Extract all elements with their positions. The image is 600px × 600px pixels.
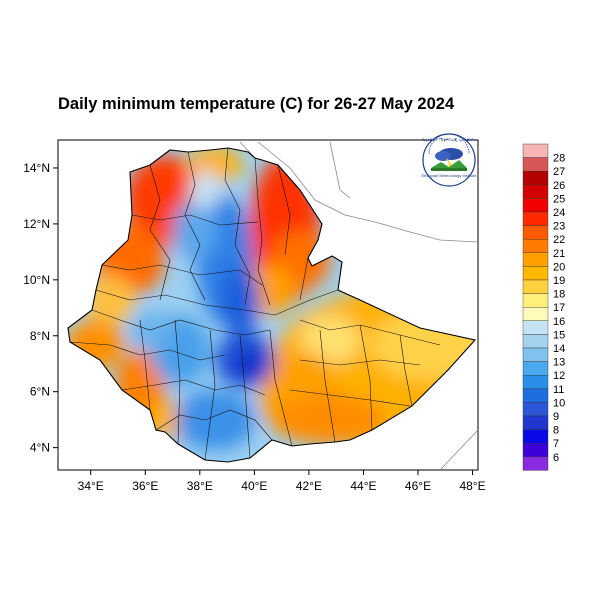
- x-tick-label: 44°E: [350, 479, 376, 493]
- colorbar-swatch: [522, 266, 549, 281]
- colorbar-swatch: [522, 293, 549, 308]
- colorbar-swatch: [522, 429, 549, 444]
- x-axis: 34°E 36°E 38°E 40°E 42°E 44°E 46°E 48°E: [78, 470, 486, 493]
- colorbar-label: 22: [553, 234, 565, 246]
- colorbar-label: 24: [553, 207, 565, 219]
- colorbar-swatch: [522, 415, 549, 430]
- colorbar-swatch: [522, 157, 549, 172]
- x-tick-label: 38°E: [187, 479, 213, 493]
- colorbar-label: 9: [553, 411, 559, 423]
- x-tick-label: 40°E: [241, 479, 267, 493]
- colorbar-label: 25: [553, 193, 565, 205]
- colorbar-label: 14: [553, 343, 565, 355]
- colorbar-swatch: [522, 388, 549, 403]
- colorbar-swatch: [522, 225, 549, 240]
- colorbar-swatch: [522, 361, 549, 376]
- map-title: Daily minimum temperature (C) for 26-27 …: [58, 95, 455, 113]
- colorbar-label: 17: [553, 302, 565, 314]
- colorbar-swatch: [522, 252, 549, 267]
- colorbar-swatch: [522, 279, 549, 294]
- y-tick-label: 6°N: [30, 385, 50, 399]
- y-tick-label: 4°N: [30, 441, 50, 455]
- colorbar-label: 26: [553, 180, 565, 192]
- y-tick-label: 12°N: [23, 217, 50, 231]
- colorbar-label: 15: [553, 329, 565, 341]
- colorbar-swatch: [522, 170, 549, 185]
- colorbar-label: 13: [553, 357, 565, 369]
- colorbar-label: 10: [553, 397, 565, 409]
- colorbar-swatch: [522, 402, 549, 417]
- x-tick-label: 42°E: [296, 479, 322, 493]
- colorbar-swatch: [522, 198, 549, 213]
- y-tick-label: 8°N: [30, 329, 50, 343]
- country-border: [67, 147, 477, 463]
- colorbar-label: 7: [553, 438, 559, 450]
- colorbar-swatch: [522, 238, 549, 253]
- colorbar-swatch: [522, 211, 549, 226]
- colorbar-label: 16: [553, 316, 565, 328]
- x-tick-label: 46°E: [405, 479, 431, 493]
- colorbar-swatch: [522, 347, 549, 362]
- colorbar-label: 21: [553, 248, 565, 260]
- y-axis: 4°N 6°N 8°N 10°N 12°N 14°N: [23, 161, 58, 455]
- colorbar-swatch: [522, 375, 549, 390]
- x-tick-label: 36°E: [132, 479, 158, 493]
- colorbar-label: 27: [553, 166, 565, 178]
- colorbar-label: 23: [553, 221, 565, 233]
- colorbar-swatch: [522, 307, 549, 322]
- colorbar-swatch: [522, 184, 549, 199]
- colorbar-label: 11: [553, 384, 564, 396]
- logo-arc-text: የኢትዮጵያ ሜቲዎሮሎጂ ኢንስቲትዩት: [422, 137, 476, 142]
- colorbar-label: 6: [553, 452, 559, 464]
- colorbar-label: 12: [553, 370, 565, 382]
- logo-caption: Ethiopian Meteorology Institute: [422, 173, 478, 178]
- colorbar-swatch: [522, 334, 549, 349]
- colorbar-swatch: [522, 320, 549, 335]
- x-tick-label: 34°E: [78, 479, 104, 493]
- colorbar-swatch: [522, 456, 549, 471]
- colorbar-label: 20: [553, 261, 565, 273]
- institute-logo: Ethiopian Meteorology Institute የኢትዮጵያ ሜ…: [422, 133, 478, 187]
- colorbar-label: 18: [553, 289, 565, 301]
- colorbar-swatch: [522, 143, 549, 158]
- colorbar-swatch: [522, 443, 549, 458]
- x-tick-label: 48°E: [459, 479, 485, 493]
- colorbar-label: 28: [553, 153, 565, 165]
- y-tick-label: 14°N: [23, 161, 50, 175]
- y-tick-label: 10°N: [23, 273, 50, 287]
- colorbar-label: 8: [553, 425, 559, 437]
- admin-borders: [69, 148, 441, 461]
- colorbar-label: 19: [553, 275, 565, 287]
